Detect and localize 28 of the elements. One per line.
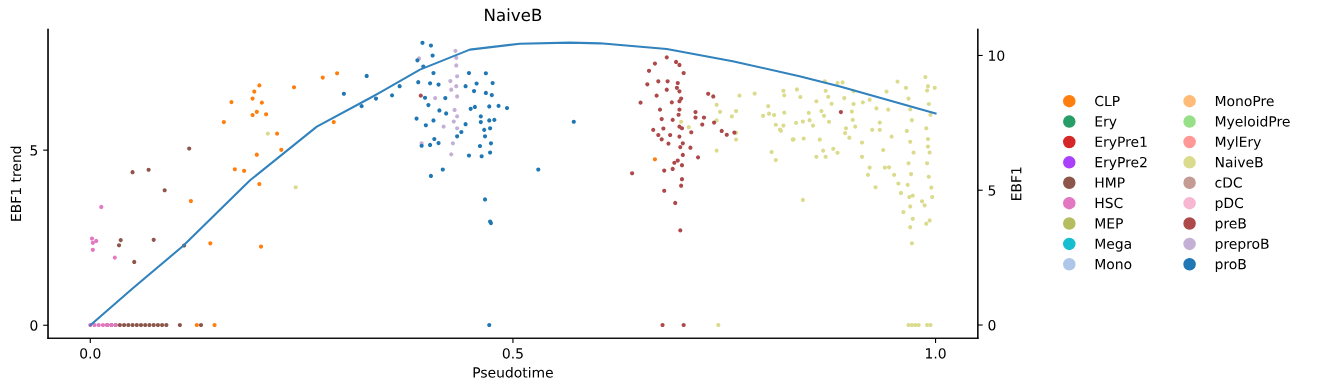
y-axis-title: EBF1 trend [10, 146, 22, 221]
x-tick-label: 0.5 [502, 348, 523, 359]
legend-label: NaiveB [1215, 156, 1263, 168]
legend-label: cDC [1215, 177, 1242, 188]
legend-label: MEP [1095, 218, 1123, 229]
y2-tick-label: 5 [988, 185, 996, 196]
chart-title: NaiveB [485, 8, 542, 22]
legend-label: Mono [1095, 259, 1132, 270]
legend-label: Ery [1095, 116, 1117, 130]
legend-label: HSC [1095, 197, 1123, 209]
legend-label: proB [1215, 259, 1246, 273]
y2-axis-title: EBF1 [1011, 167, 1022, 200]
x-tick-label: 1.0 [926, 348, 946, 359]
legend-label: EryPre1 [1095, 136, 1147, 150]
legend-label: Mega [1095, 238, 1131, 252]
x-tick-label: 0.0 [80, 348, 101, 359]
legend-label: preproB [1215, 238, 1269, 252]
y2-tick-label: 10 [989, 50, 1005, 61]
legend-label: MylEry [1215, 136, 1261, 150]
legend-label: HMP [1095, 177, 1125, 188]
legend-label: MonoPre [1215, 95, 1274, 107]
x-axis-title: Pseudotime [473, 366, 553, 378]
legend-label: CLP [1095, 95, 1120, 107]
legend-label: preB [1215, 218, 1246, 232]
legend-label: MyeloidPre [1215, 115, 1290, 130]
y2-tick-label: 0 [988, 319, 996, 331]
legend-label: pDC [1215, 197, 1244, 211]
legend-label: EryPre2 [1095, 156, 1147, 171]
